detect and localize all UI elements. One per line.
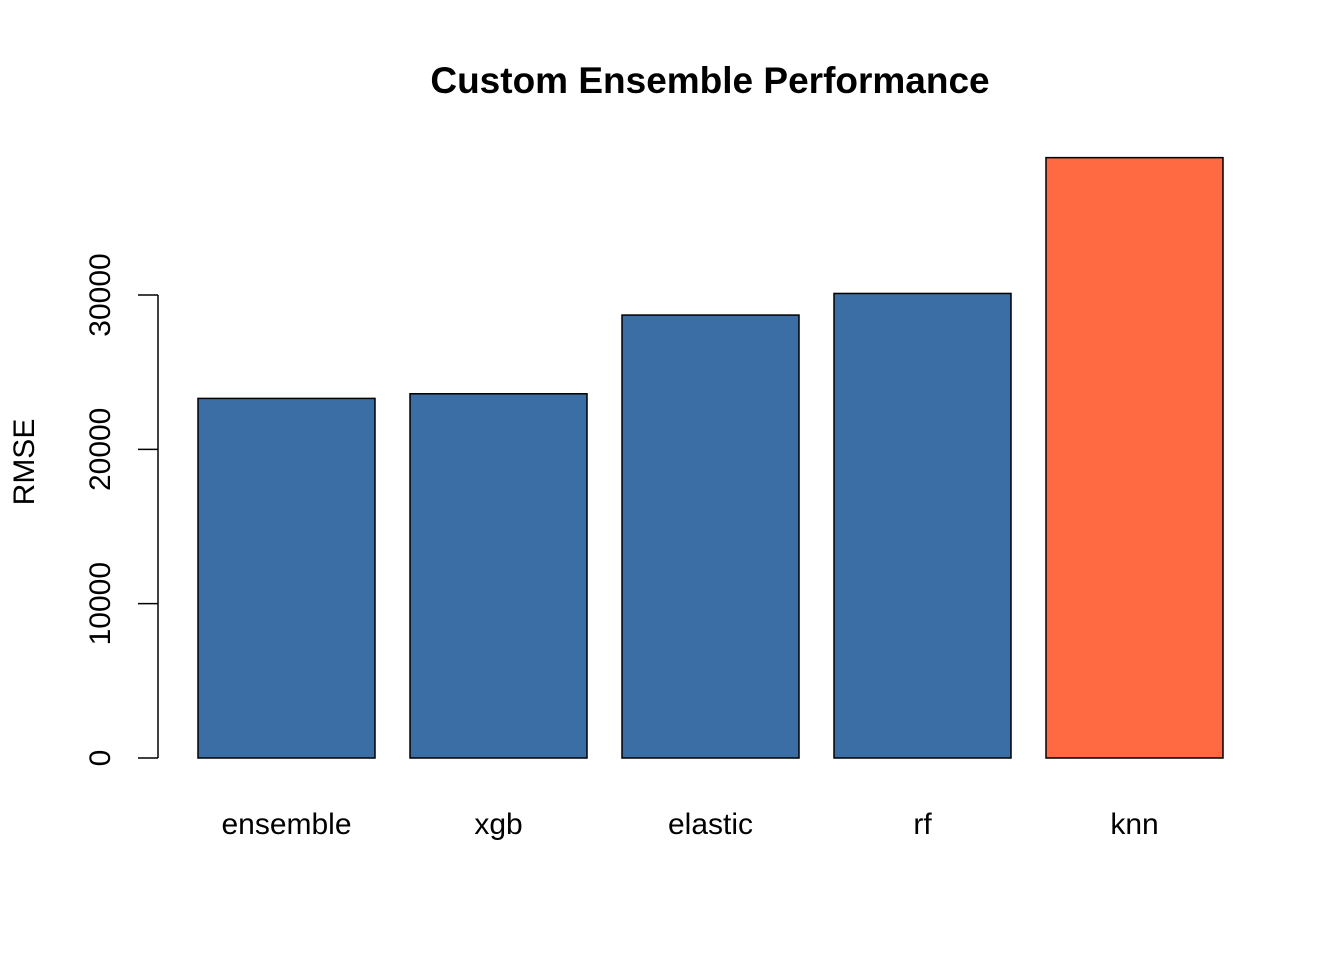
bar-xgb: [409, 393, 588, 759]
x-tick-labels: ensemble xgb elastic rf knn: [221, 808, 1158, 841]
y-tick-label: 30000: [84, 253, 117, 336]
y-axis-label: RMSE: [8, 419, 41, 506]
x-tick-label-xgb: xgb: [474, 808, 522, 841]
x-tick-label-knn: knn: [1110, 808, 1158, 841]
y-tick-label: 0: [84, 750, 117, 767]
x-tick-label-ensemble: ensemble: [221, 808, 351, 841]
bar-elastic: [621, 314, 800, 759]
bar-rf: [833, 292, 1012, 759]
bar-ensemble: [197, 397, 376, 759]
y-axis: 0 10000 20000 30000: [84, 253, 159, 767]
x-tick-label-elastic: elastic: [668, 808, 753, 841]
y-tick-label: 20000: [84, 408, 117, 491]
bars-group: [197, 156, 1224, 759]
chart-title: Custom Ensemble Performance: [430, 60, 989, 101]
bar-knn: [1045, 156, 1224, 759]
x-tick-label-rf: rf: [913, 808, 932, 841]
y-tick-label: 10000: [84, 562, 117, 645]
